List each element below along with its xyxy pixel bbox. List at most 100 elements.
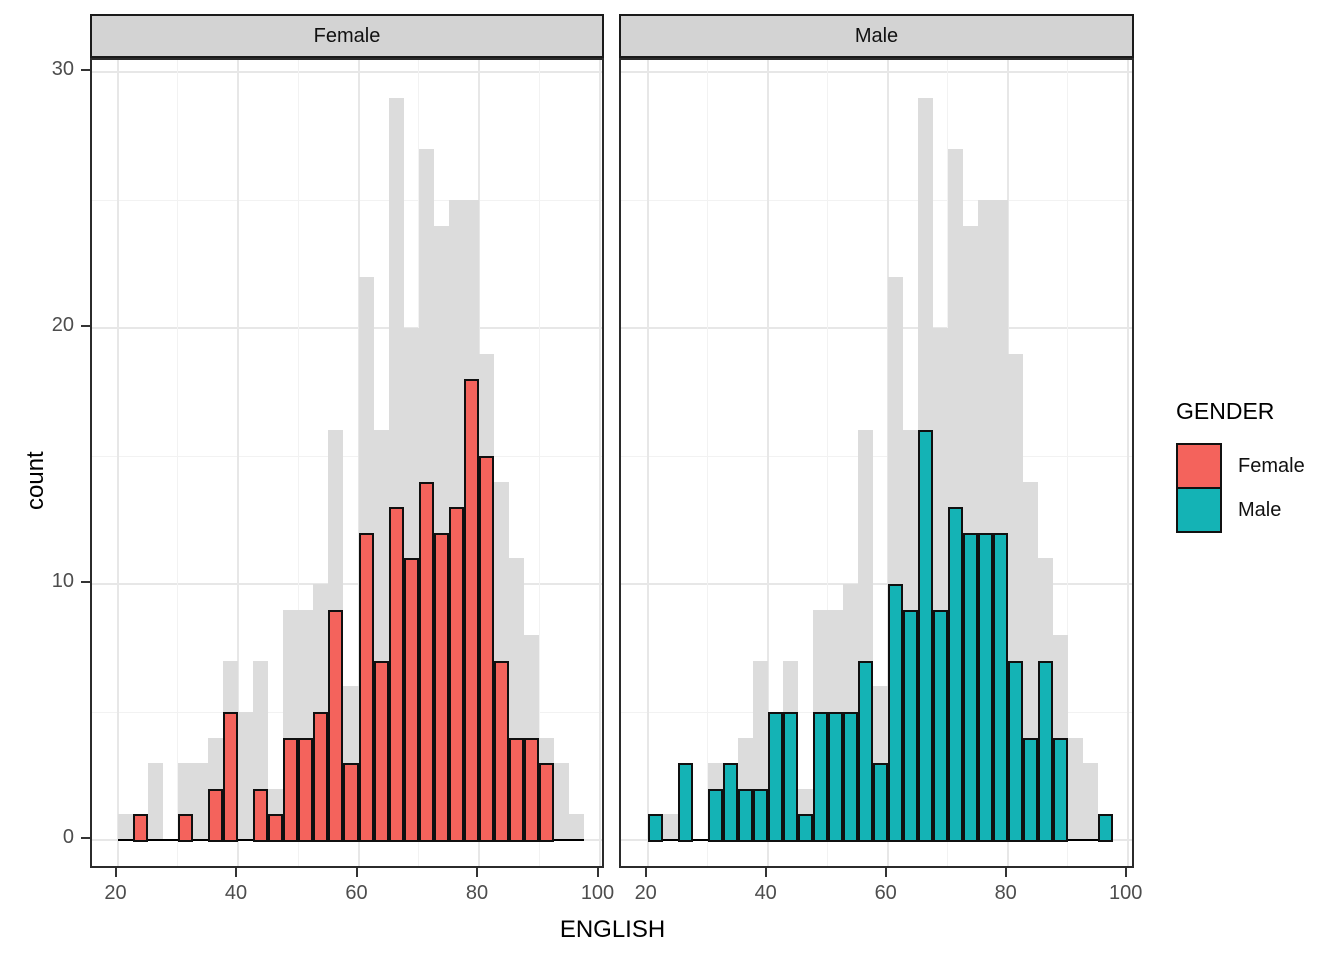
histogram-bar-background <box>554 763 570 840</box>
histogram-bar-female <box>388 507 404 842</box>
histogram-bar-male <box>1007 660 1023 842</box>
y-tick <box>81 325 90 327</box>
legend: GENDER Female Male <box>1176 398 1344 533</box>
x-tick-label: 40 <box>754 882 777 904</box>
x-tick <box>476 868 478 877</box>
histogram-bar-female <box>433 532 449 842</box>
legend-label-female: Female <box>1238 454 1305 477</box>
histogram-bar-female <box>358 532 374 842</box>
x-tick <box>596 868 599 877</box>
gridline-x-minor <box>538 60 540 866</box>
histogram-bar-female <box>283 737 299 842</box>
x-tick-label: 80 <box>465 882 489 904</box>
gridline-y-major <box>92 71 602 73</box>
x-tick <box>644 868 647 877</box>
histogram-bar-male <box>872 763 888 842</box>
facet-strip-female: Female <box>90 14 604 58</box>
histogram-bar-female <box>313 712 329 842</box>
gridline-x-minor <box>297 60 299 866</box>
x-tick-label: 100 <box>580 882 615 904</box>
y-tick <box>81 69 90 71</box>
histogram-bar-female <box>222 712 238 842</box>
panel-male <box>619 58 1134 868</box>
histogram-bar-female <box>403 558 419 842</box>
legend-swatch-male <box>1176 487 1222 533</box>
x-tick-label: 40 <box>224 882 248 904</box>
x-tick-label: 60 <box>345 882 368 904</box>
histogram-bar-male <box>932 609 948 842</box>
y-tick <box>81 837 90 839</box>
gridline-x-major <box>646 60 649 866</box>
gridline-x-major <box>598 60 601 866</box>
histogram-bar-background <box>192 763 208 840</box>
gridline-x-minor <box>827 60 829 866</box>
x-tick <box>355 868 358 877</box>
histogram-bar-male <box>1052 737 1068 842</box>
facet-strip-male: Male <box>619 14 1134 58</box>
histogram-bar-female <box>463 379 479 842</box>
histogram-bar-female <box>298 737 314 842</box>
histogram-bar-female <box>418 481 434 842</box>
histogram-bar-male <box>722 763 738 842</box>
histogram-bar-male <box>752 788 768 842</box>
histogram-bar-male <box>917 430 933 842</box>
x-tick-label: 20 <box>104 882 127 904</box>
gridline-y-minor <box>92 199 602 201</box>
histogram-bar-male <box>842 712 858 842</box>
histogram-bar-background <box>1082 763 1098 840</box>
x-tick-label: 100 <box>1109 882 1143 904</box>
legend-item-female: Female <box>1176 443 1344 489</box>
x-tick <box>114 868 117 877</box>
histogram-bar-male <box>857 660 873 842</box>
histogram-bar-male <box>947 507 963 842</box>
histogram-bar-background <box>662 814 678 840</box>
y-tick-label: 30 <box>51 58 74 80</box>
histogram-bar-female <box>448 507 464 842</box>
histogram-bar-female <box>268 814 284 842</box>
gridline-y-major <box>92 583 602 585</box>
legend-label-male: Male <box>1238 498 1282 521</box>
histogram-bar-male <box>902 609 918 842</box>
x-tick <box>764 868 767 877</box>
y-tick-label: 10 <box>51 570 74 592</box>
histogram-bar-female <box>494 660 510 842</box>
histogram-bar-male <box>782 712 798 842</box>
legend-item-male: Male <box>1176 487 1344 533</box>
gridline-y-major <box>621 583 1132 585</box>
histogram-bar-background <box>147 763 163 840</box>
histogram-bar-male <box>977 532 993 842</box>
histogram-bar-male <box>767 712 783 842</box>
y-axis-title: count <box>22 451 49 510</box>
histogram-bar-female <box>373 660 389 842</box>
histogram-bar-background <box>569 814 585 840</box>
gridline-x-major <box>766 60 769 866</box>
panel-female <box>90 58 604 868</box>
x-axis-title: ENGLISH <box>559 916 666 943</box>
x-tick <box>884 868 887 877</box>
histogram-bar-male <box>1022 737 1038 842</box>
x-tick-label: 80 <box>994 882 1017 904</box>
gridline-y-major <box>621 71 1132 73</box>
legend-title: GENDER <box>1176 398 1275 424</box>
histogram-bar-female <box>253 788 269 842</box>
gridline-x-major <box>237 60 239 866</box>
histogram-bar-male <box>887 584 903 842</box>
histogram-bar-male <box>962 532 978 842</box>
x-tick <box>235 868 237 877</box>
gridline-y-major <box>621 327 1132 329</box>
histogram-bar-female <box>524 737 540 842</box>
histogram-bar-male <box>827 712 843 842</box>
histogram-bar-female <box>207 788 223 842</box>
histogram-bar-male <box>1037 660 1053 842</box>
y-tick-label: 20 <box>51 314 74 336</box>
gridline-x-minor <box>177 60 179 866</box>
gridline-y-minor <box>621 199 1132 201</box>
histogram-bar-male <box>677 763 693 842</box>
histogram-bar-male <box>1097 814 1113 842</box>
gridline-x-major <box>116 60 119 866</box>
histogram-bar-male <box>812 712 828 842</box>
x-tick-label: 60 <box>874 882 897 904</box>
histogram-bar-female <box>479 456 495 842</box>
gridline-y-minor <box>92 455 602 457</box>
